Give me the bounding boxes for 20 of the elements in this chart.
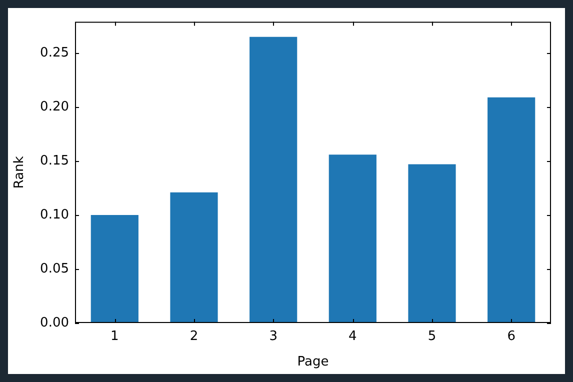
- y-tick-label: 0.20: [40, 99, 69, 114]
- x-tick-label: 4: [348, 329, 357, 344]
- x-tick-label: 6: [507, 329, 516, 344]
- y-tick-label: 0.00: [40, 315, 69, 330]
- y-tick-label: 0.15: [40, 153, 69, 168]
- bar: [250, 36, 298, 323]
- bar: [90, 215, 138, 323]
- x-tick-label: 5: [428, 329, 436, 344]
- x-tick-label: 2: [190, 329, 198, 344]
- x-tick-label: 3: [269, 329, 278, 344]
- bar: [488, 97, 536, 323]
- y-axis-title: Rank: [12, 156, 28, 189]
- x-axis-title: Page: [297, 354, 329, 370]
- y-tick-label: 0.05: [40, 261, 69, 276]
- bar: [328, 154, 376, 323]
- x-tick-label: 1: [110, 329, 119, 344]
- y-tick-label: 0.10: [40, 207, 69, 222]
- y-tick-label: 0.25: [40, 45, 69, 60]
- bar: [170, 192, 218, 323]
- bar: [408, 164, 456, 323]
